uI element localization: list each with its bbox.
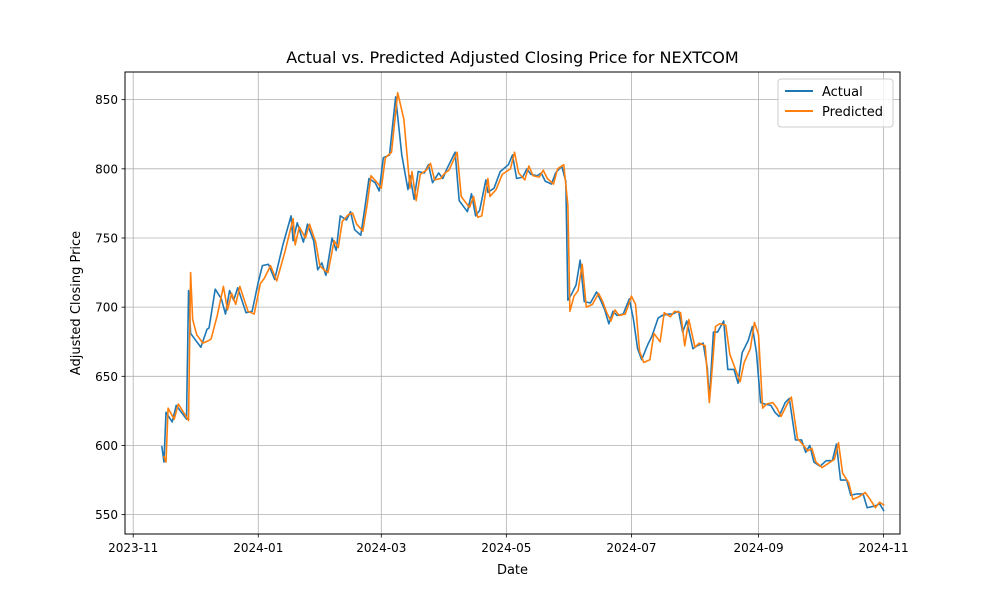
x-tick-label: 2024-11 (859, 541, 909, 555)
y-axis-label: Adjusted Closing Price (69, 231, 84, 375)
y-tick-label: 750 (95, 231, 118, 245)
x-tick-label: 2024-03 (356, 541, 406, 555)
chart-title: Actual vs. Predicted Adjusted Closing Pr… (286, 48, 738, 67)
x-tick-label: 2023-11 (108, 541, 158, 555)
y-tick-label: 550 (95, 508, 118, 522)
y-tick-label: 650 (95, 370, 118, 384)
plot-lines (160, 91, 885, 512)
legend: Actual Predicted (777, 78, 894, 128)
y-tick-label: 850 (95, 93, 118, 107)
x-tick-label: 2024-09 (733, 541, 783, 555)
y-tick-label: 600 (95, 439, 118, 453)
legend-label-actual: Actual (822, 85, 863, 100)
y-axis: 550 600 650 700 750 800 850 (95, 93, 125, 522)
axes-frame (124, 71, 901, 535)
grid (125, 72, 900, 534)
y-tick-label: 700 (95, 301, 118, 315)
x-tick-label: 2024-07 (606, 541, 656, 555)
x-tick-label: 2024-01 (233, 541, 283, 555)
y-tick-label: 800 (95, 162, 118, 176)
x-axis: 2023-11 2024-01 2024-03 2024-05 2024-07 2024-… (108, 534, 909, 555)
series-line-predicted (162, 91, 885, 509)
x-tick-label: 2024-05 (481, 541, 531, 555)
legend-label-predicted: Predicted (822, 105, 883, 120)
x-axis-label: Date (497, 563, 528, 578)
